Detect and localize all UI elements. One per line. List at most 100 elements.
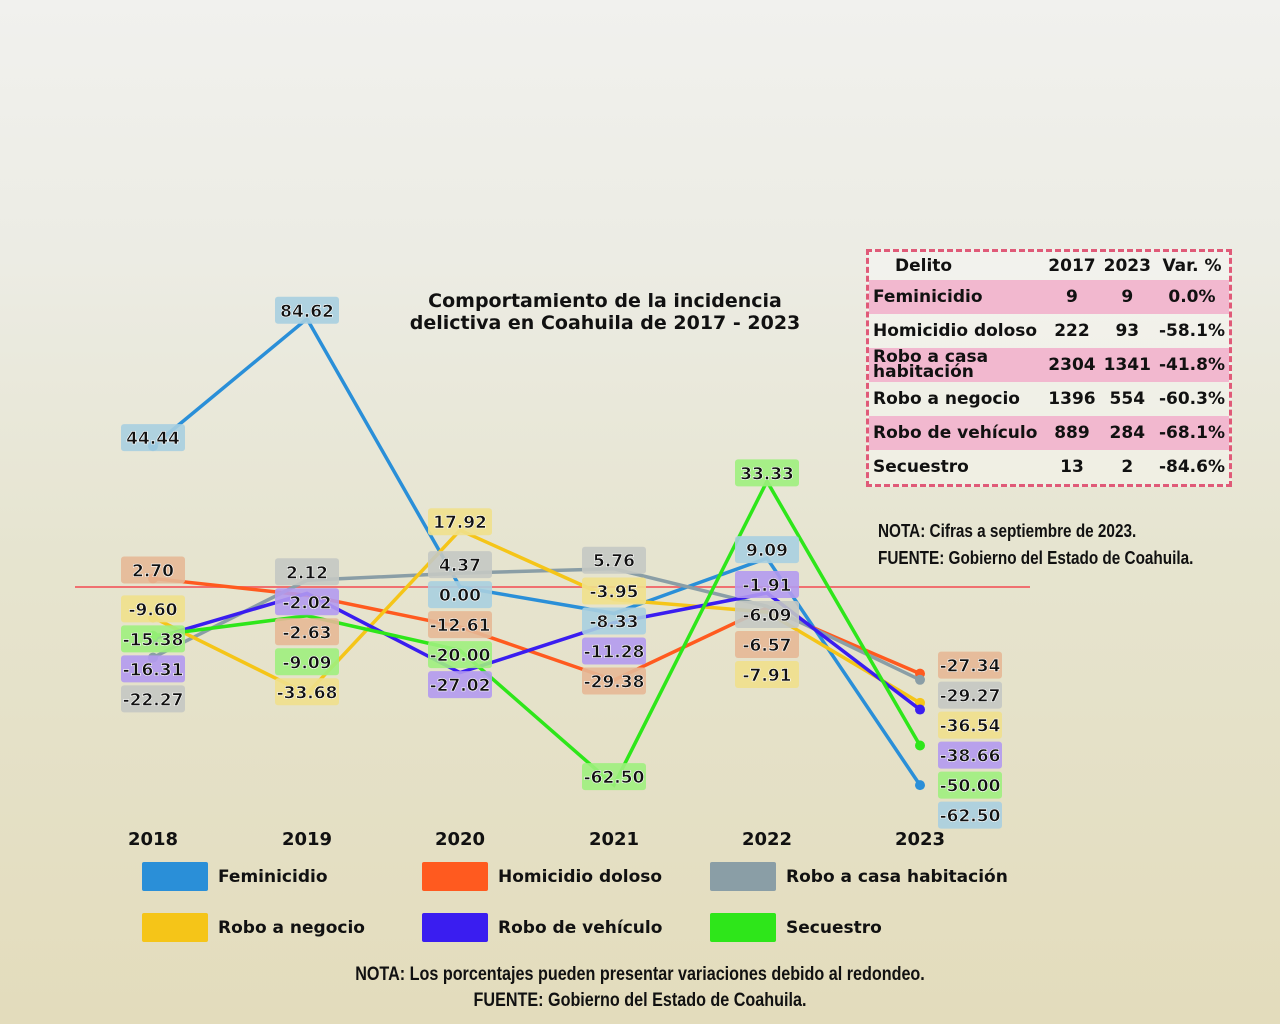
data-label-box xyxy=(582,607,646,635)
summary-table: Delito 2017 2023 Var. % Feminicidio 9 9 0.0… xyxy=(866,249,1232,487)
data-label-box xyxy=(582,667,646,695)
data-label: 0.00 xyxy=(439,586,481,606)
cell-delito: Secuestro xyxy=(873,456,969,477)
data-label-box xyxy=(121,685,185,713)
table-row: Secuestro 13 2 -84.6% xyxy=(869,450,1229,484)
data-label: -22.27 xyxy=(123,690,184,710)
data-label-box xyxy=(275,678,339,706)
source-text: FUENTE: Gobierno del Estado de Coahuila. xyxy=(878,548,1194,568)
data-label: -16.31 xyxy=(123,660,184,680)
x-tick-label: 2020 xyxy=(435,829,485,850)
legend-item: Robo a negocio xyxy=(142,913,422,942)
legend-swatch xyxy=(710,862,776,891)
data-label-box xyxy=(735,601,799,629)
legend-item: Homicidio doloso xyxy=(422,862,710,891)
legend-swatch xyxy=(422,913,488,942)
data-label: -20.00 xyxy=(430,646,491,666)
data-label-box xyxy=(735,631,799,659)
data-label: 2.70 xyxy=(132,561,174,581)
table-row: Feminicidio 9 9 0.0% xyxy=(869,280,1229,314)
data-label: 4.37 xyxy=(439,556,481,576)
legend-item: Robo de vehículo xyxy=(422,913,710,942)
data-label-box xyxy=(735,459,799,487)
series-line-4 xyxy=(152,591,922,711)
x-tick-label: 2021 xyxy=(589,829,639,850)
data-label: -29.27 xyxy=(940,687,1001,707)
data-label: -11.28 xyxy=(584,643,645,663)
data-label-box xyxy=(121,595,185,623)
data-label: 2.12 xyxy=(286,563,328,583)
legend-swatch xyxy=(422,862,488,891)
data-label: 84.62 xyxy=(280,302,334,322)
cell-2017: 2304 xyxy=(1048,354,1096,375)
legend-swatch xyxy=(142,913,208,942)
legend-item: Robo a casa habitación xyxy=(710,862,1030,891)
data-label: 33.33 xyxy=(740,464,794,484)
data-label: -15.38 xyxy=(123,630,184,650)
legend-label: Feminicidio xyxy=(218,866,328,887)
data-label: -6.57 xyxy=(743,636,792,656)
data-label-box xyxy=(582,546,646,574)
table-row: Robo a negocio 1396 554 -60.3% xyxy=(869,382,1229,416)
data-label-box xyxy=(275,618,339,646)
data-point xyxy=(915,740,925,751)
data-label: -36.54 xyxy=(940,717,1001,737)
footer-source: FUENTE: Gobierno del Estado de Coahuila. xyxy=(473,990,807,1011)
table-header: Delito 2017 2023 Var. % xyxy=(869,252,1229,280)
data-label: -62.50 xyxy=(940,807,1001,827)
data-label-box xyxy=(582,763,646,791)
data-label: 5.76 xyxy=(593,552,635,572)
data-point xyxy=(915,704,925,715)
cell-2017: 889 xyxy=(1054,422,1090,443)
cell-2023: 284 xyxy=(1109,422,1146,443)
table-row: Homicidio doloso 222 93 -58.1% xyxy=(869,314,1229,348)
table-row: Robo a casa habitación 2304 1341 -41.8% xyxy=(869,348,1229,382)
cell-2017: 13 xyxy=(1060,456,1084,477)
cell-delito: Robo de vehículo xyxy=(873,422,1038,443)
cell-delito: Robo a casa habitación xyxy=(873,347,989,382)
header-2023: 2023 xyxy=(1103,255,1151,276)
data-label: -27.02 xyxy=(430,676,491,696)
cell-2023: 2 xyxy=(1121,456,1134,477)
data-point xyxy=(915,674,925,685)
series-line-2 xyxy=(152,566,921,682)
header-delito: Delito xyxy=(895,255,953,276)
cell-var: -84.6% xyxy=(1158,456,1225,477)
data-label: 44.44 xyxy=(126,429,180,449)
cell-2017: 222 xyxy=(1054,320,1090,341)
data-label-box xyxy=(428,581,492,609)
data-label-box xyxy=(121,655,185,683)
data-label-box xyxy=(121,625,185,653)
data-label: -2.02 xyxy=(283,593,332,613)
cell-delito: Robo a negocio xyxy=(873,388,1020,409)
cell-2023: 1341 xyxy=(1103,354,1151,375)
data-label-box xyxy=(428,641,492,669)
cell-var: -58.1% xyxy=(1158,320,1225,341)
footer: NOTA: Los porcentajes pueden presentar v… xyxy=(96,962,1184,1014)
data-label: -27.34 xyxy=(940,657,1001,677)
data-label-box xyxy=(275,648,339,676)
x-tick-label: 2019 xyxy=(282,829,332,850)
chart-title: Comportamiento de la incidencia delictiv… xyxy=(409,290,801,334)
data-label-box xyxy=(428,551,492,579)
data-label: -3.95 xyxy=(590,583,639,603)
data-label-box xyxy=(735,661,799,689)
data-label-box xyxy=(121,424,185,452)
footer-note: NOTA: Los porcentajes pueden presentar v… xyxy=(355,964,925,985)
legend-label: Robo de vehículo xyxy=(498,917,663,938)
legend-swatch xyxy=(142,862,208,891)
cell-2023: 554 xyxy=(1109,388,1146,409)
cell-2023: 9 xyxy=(1121,286,1134,307)
data-label: -9.60 xyxy=(129,600,178,620)
notes: NOTA: Cifras a septiembre de 2023. FUENT… xyxy=(878,518,1193,572)
cell-var: -41.8% xyxy=(1158,354,1225,375)
cell-2017: 9 xyxy=(1066,286,1078,307)
header-2017: 2017 xyxy=(1048,255,1096,276)
data-label: -62.50 xyxy=(584,768,645,788)
cell-var: -68.1% xyxy=(1158,422,1225,443)
data-label-box xyxy=(275,588,339,616)
table-row: Robo de vehículo 889 284 -68.1% xyxy=(869,416,1229,450)
data-label: -8.33 xyxy=(590,613,639,633)
data-label-box xyxy=(428,671,492,699)
